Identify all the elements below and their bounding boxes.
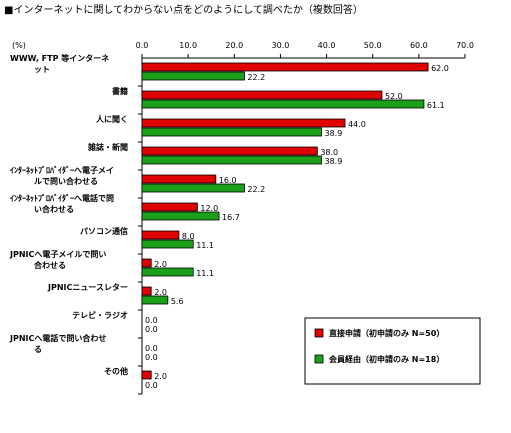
bar-value-label: 38.9	[324, 157, 342, 166]
x-tick-label: 20.0	[225, 41, 243, 50]
bar-value-label: 0.0	[145, 344, 158, 353]
bar-value-label: 11.1	[196, 269, 214, 278]
legend: 直接申請（初申請のみ N=50） 会員経由（初申請のみ N=18）	[304, 317, 481, 385]
bar-direct	[141, 174, 217, 184]
bar-value-label: 0.0	[145, 316, 158, 325]
bar-value-label: 38.0	[320, 148, 338, 157]
category-label: ｲﾝﾀｰﾈｯﾄﾌﾟﾛﾊﾞｲﾀﾞｰへ電子メイルで問い合わせる	[10, 165, 114, 186]
bar-value-label: 22.2	[247, 73, 265, 82]
category-label: 雑誌・新聞	[87, 142, 128, 152]
bar-value-label: 2.0	[154, 288, 167, 297]
bar-value-label: 8.0	[182, 232, 195, 241]
x-tick-label: 0.0	[136, 41, 149, 50]
bar-member	[141, 127, 322, 137]
category-label: ｲﾝﾀｰﾈｯﾄﾌﾟﾛﾊﾞｲﾀﾞｰへ電話で問い合わせる	[10, 193, 114, 214]
legend-swatch	[314, 328, 324, 338]
bar-member	[141, 211, 220, 221]
unit-label: (%)	[12, 41, 26, 50]
category-label: JPNICへ電子メイルで問い合わせる	[9, 249, 106, 270]
category-label: WWW, FTP 等インターネット	[10, 53, 109, 74]
legend-swatch	[314, 354, 324, 364]
bar-direct	[141, 370, 152, 380]
bar-value-label: 22.2	[247, 185, 265, 194]
bar-value-label: 12.0	[200, 204, 218, 213]
bar-direct	[141, 202, 198, 212]
x-tick-label: 40.0	[318, 41, 336, 50]
bar-value-label: 44.0	[348, 120, 366, 129]
category-label: 書籍	[112, 86, 128, 96]
x-tick-label: 70.0	[456, 41, 474, 50]
plot-area: 0.0 10.0 20.0 30.0 40.0 50.0 60.0 70.0 WWW, FTP …	[9, 41, 474, 395]
bar-member	[141, 295, 169, 305]
bar-member	[141, 183, 245, 193]
category-label: パソコン通信	[80, 226, 128, 236]
bar-value-label: 11.1	[196, 241, 214, 250]
bar-value-label: 16.0	[219, 176, 237, 185]
x-tick-label: 30.0	[272, 41, 290, 50]
category-label: JPNICへ電話で問い合わせる	[9, 333, 106, 354]
bar-member	[141, 99, 425, 109]
bar-value-label: 0.0	[145, 381, 158, 390]
legend-entry: 会員経由（初申請のみ N=18）	[329, 354, 444, 364]
bar-direct	[141, 62, 429, 72]
legend-box	[304, 317, 481, 385]
bar-value-label: 38.9	[324, 129, 342, 138]
bar-value-label: 2.0	[154, 260, 167, 269]
bar-direct	[141, 258, 152, 268]
x-tick-label: 50.0	[364, 41, 382, 50]
bar-direct	[141, 286, 152, 296]
bar-direct	[141, 118, 346, 128]
legend-entry: 直接申請（初申請のみ N=50）	[329, 328, 444, 338]
category-label: テレビ・ラジオ	[72, 310, 128, 320]
bar-member	[141, 71, 245, 81]
bar-member	[141, 239, 194, 249]
bar-value-label: 52.0	[385, 92, 403, 101]
bar-value-label: 0.0	[145, 325, 158, 334]
bar-direct	[141, 230, 180, 240]
bar-value-label: 0.0	[145, 353, 158, 362]
category-label: JPNICニュースレター	[47, 282, 128, 292]
x-tick-label: 10.0	[179, 41, 197, 50]
category-label: その他	[104, 366, 128, 376]
bar-direct	[141, 90, 383, 100]
x-tick-label: 60.0	[410, 41, 428, 50]
bar-member	[141, 155, 322, 165]
bar-value-label: 5.6	[171, 297, 184, 306]
category-label: 人に聞く	[96, 114, 128, 124]
bar-value-label: 61.1	[427, 101, 445, 110]
bar-value-label: 16.7	[222, 213, 240, 222]
bar-direct	[141, 146, 318, 156]
bar-value-label: 62.0	[431, 64, 449, 73]
chart-title: ■インターネットに関してわからない点をどのようにして調べたか（複数回答）	[4, 3, 363, 16]
bar-value-label: 2.0	[154, 372, 167, 381]
bar-member	[141, 267, 194, 277]
